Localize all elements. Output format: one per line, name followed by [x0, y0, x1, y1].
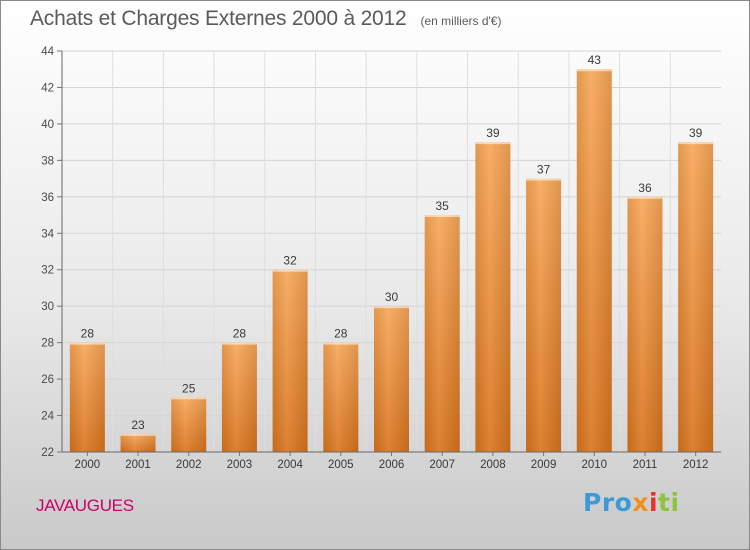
bar-top-highlight — [627, 196, 663, 199]
bar-shading — [526, 178, 562, 452]
x-tick-label: 2000 — [75, 459, 101, 471]
x-tick-label: 2009 — [531, 459, 557, 471]
y-tick-label: 22 — [41, 447, 54, 459]
bar-shading — [678, 142, 714, 453]
data-label: 35 — [436, 199, 450, 213]
data-label: 30 — [385, 290, 399, 304]
x-tick-label: 2012 — [683, 459, 709, 471]
bar-top-highlight — [272, 269, 308, 272]
x-tick-label: 2004 — [277, 459, 303, 471]
data-label: 39 — [689, 126, 703, 140]
bar-shading — [120, 433, 156, 452]
logo-part-1: Pro — [583, 488, 633, 517]
x-tick-label: 2001 — [125, 459, 151, 471]
commune-name: JAVAUGUES — [36, 496, 134, 515]
y-tick-label: 34 — [41, 228, 54, 240]
proxiti-logo[interactable]: Proxiti — [583, 488, 680, 517]
bar-top-highlight — [221, 342, 257, 345]
bar-shading — [424, 215, 460, 452]
bar-shading — [69, 342, 105, 452]
bar-shading — [272, 269, 308, 452]
y-tick-label: 40 — [41, 119, 54, 131]
data-label: 32 — [283, 254, 297, 268]
bar-top-highlight — [69, 342, 105, 345]
data-label: 23 — [131, 418, 145, 432]
y-tick-label: 44 — [41, 46, 54, 58]
x-tick-label: 2010 — [581, 459, 607, 471]
axes: 22 24 26 28 30 32 34 36 38 40 42 44 2000 2001 2002 2003… — [41, 46, 721, 471]
chart-title: Achats et Charges Externes 2000 à 2012 (e… — [30, 7, 501, 31]
x-tick-label: 2007 — [429, 459, 455, 471]
bar-shading — [576, 69, 612, 453]
data-label: 25 — [182, 381, 196, 395]
y-tick-label: 32 — [41, 265, 54, 277]
y-tick-label: 28 — [41, 338, 54, 350]
y-tick-label: 36 — [41, 192, 54, 204]
bar-shading — [475, 142, 511, 453]
y-tick-label: 42 — [41, 82, 54, 94]
bar-top-highlight — [475, 142, 511, 145]
x-tick-label: 2005 — [328, 459, 354, 471]
x-tick-label: 2006 — [379, 459, 405, 471]
bar-top-highlight — [323, 342, 359, 345]
data-label: 28 — [334, 327, 348, 341]
x-tick-label: 2011 — [633, 459, 658, 471]
bar-top-highlight — [120, 433, 156, 436]
logo-part-4: ti — [658, 488, 680, 517]
logo-part-3: i — [648, 488, 659, 517]
chart-title-main: Achats et Charges Externes 2000 à 2012 — [30, 7, 407, 30]
data-label: 28 — [81, 327, 95, 341]
data-label: 37 — [537, 163, 551, 177]
x-tick-label: 2003 — [227, 459, 253, 471]
chart-unit-label: (en milliers d'€) — [420, 14, 502, 28]
bars: 28 23 25 28 32 28 30 35 39 37 43 36 39 — [69, 53, 714, 453]
y-tick-label: 26 — [41, 374, 54, 386]
bar-top-highlight — [678, 142, 714, 145]
bar-top-highlight — [526, 178, 562, 181]
bar-top-highlight — [374, 306, 409, 309]
bar-shading — [627, 196, 663, 452]
y-tick-label: 24 — [41, 411, 54, 423]
y-tick-label: 38 — [41, 155, 54, 167]
bar-top-highlight — [424, 215, 460, 218]
bar-shading — [171, 397, 207, 452]
bar-top-highlight — [576, 69, 612, 72]
bar-shading — [323, 342, 359, 452]
y-tick-label: 30 — [41, 301, 54, 313]
data-label: 28 — [233, 327, 247, 341]
bar-top-highlight — [171, 397, 207, 400]
logo-part-2: x — [632, 488, 649, 517]
data-label: 43 — [588, 53, 602, 67]
x-tick-label: 2002 — [176, 459, 202, 471]
bar-shading — [374, 306, 409, 452]
data-label: 36 — [638, 181, 652, 195]
x-tick-label: 2008 — [480, 459, 506, 471]
data-label: 39 — [486, 126, 500, 140]
bar-shading — [221, 342, 257, 452]
